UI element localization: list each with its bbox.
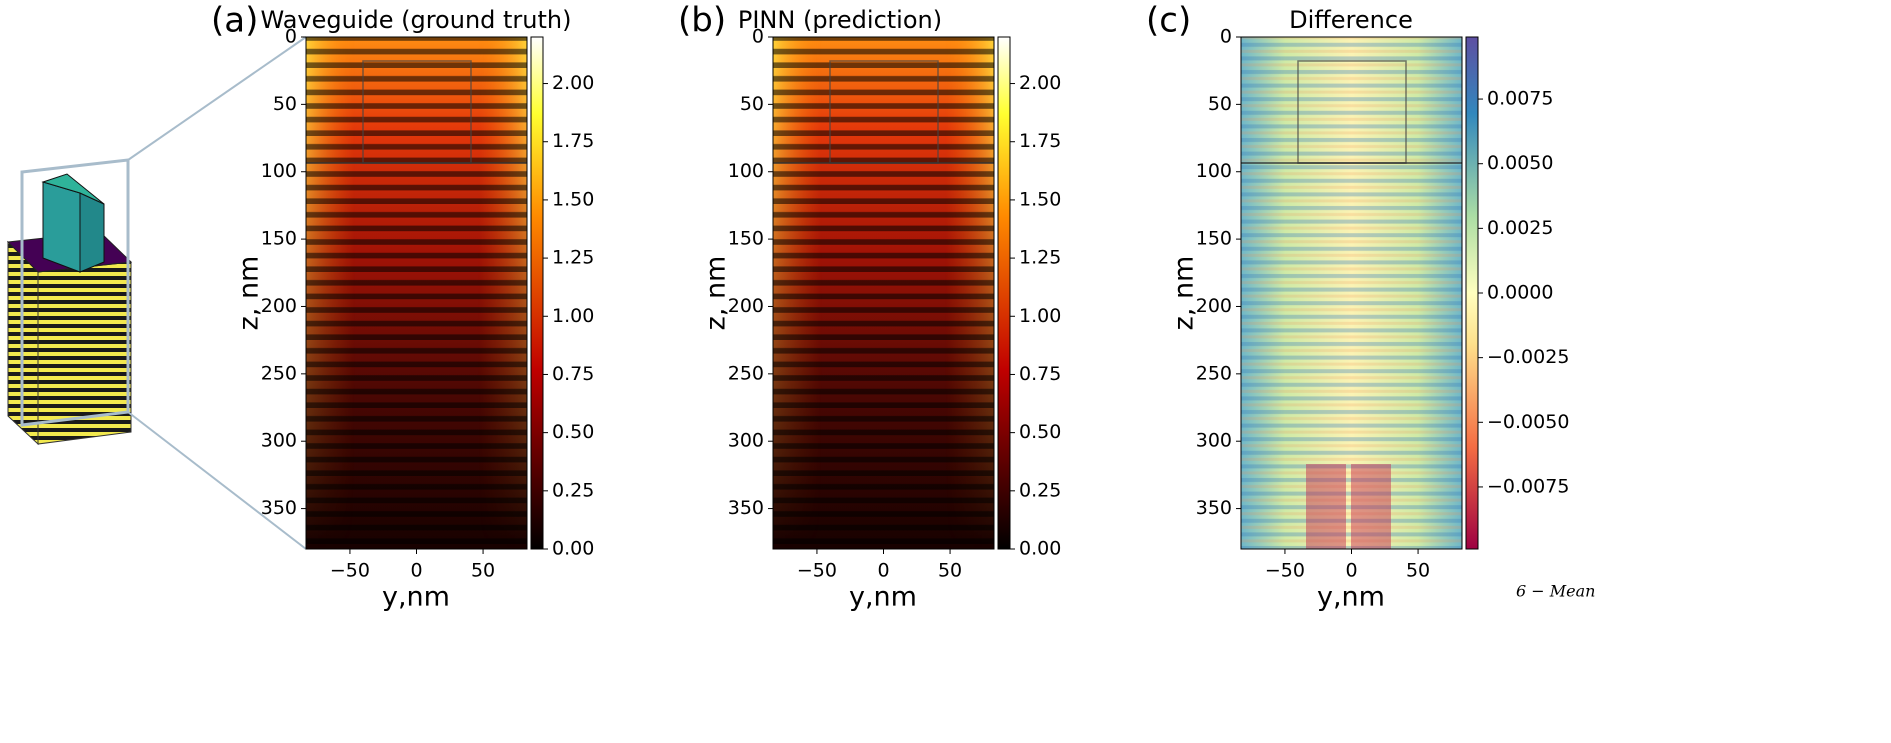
heatmap	[1240, 36, 1463, 550]
x-tick-label: 50	[938, 560, 962, 582]
annotation: 6 − Mean	[1516, 582, 1595, 601]
y-axis-label: z, nm	[1169, 256, 1200, 331]
hot-spot	[1306, 464, 1346, 549]
colorbar	[997, 36, 1011, 550]
colorbar-tick-label: −0.0050	[1487, 411, 1569, 433]
y-tick-label: 200	[261, 295, 297, 317]
panel-label: (b)	[678, 1, 726, 41]
x-axis-label: y,nm	[849, 582, 917, 613]
y-tick-label: 150	[728, 228, 764, 250]
y-tick-label: 150	[1196, 228, 1232, 250]
colorbar-tick-label: 1.50	[552, 188, 594, 210]
y-tick-label: 200	[728, 295, 764, 317]
y-axis-label: z, nm	[234, 256, 265, 331]
fringes	[306, 37, 527, 549]
colorbar-tick-label: 2.00	[1019, 72, 1061, 94]
colorbar-tick-label: 0.75	[1019, 363, 1061, 385]
y-tick-label: 350	[728, 497, 764, 519]
x-tick-label: 50	[471, 560, 495, 582]
colorbar-tick-label: −0.0075	[1487, 475, 1569, 497]
block-side	[42, 181, 81, 273]
y-tick-label: 300	[728, 430, 764, 452]
y-axis-label: z, nm	[701, 256, 732, 331]
colorbar-tick-label: 2.00	[552, 72, 594, 94]
colorbar	[1465, 36, 1479, 550]
y-tick-label: 250	[728, 362, 764, 384]
y-tick-label: 0	[285, 26, 297, 48]
y-tick-label: 300	[1196, 430, 1232, 452]
hot-spot	[1351, 464, 1391, 549]
colorbar-tick-label: 0.0000	[1487, 282, 1553, 304]
chart-title: Waveguide (ground truth)	[261, 6, 572, 34]
colorbar-tick-label: 0.00	[1019, 538, 1061, 560]
y-tick-label: 250	[261, 362, 297, 384]
colorbar-tick-label: 1.25	[552, 247, 594, 269]
y-tick-label: 50	[273, 93, 297, 115]
y-tick-label: 100	[1196, 160, 1232, 182]
colorbar-tick-label: 0.25	[1019, 479, 1061, 501]
colorbar-tick-label: 0.0075	[1487, 88, 1553, 110]
y-tick-label: 0	[1220, 26, 1232, 48]
panel-label: (c)	[1146, 1, 1191, 41]
y-tick-label: 200	[1196, 295, 1232, 317]
colorbar-tick-label: 1.75	[1019, 130, 1061, 152]
chart-title: Difference	[1289, 6, 1413, 34]
y-tick-label: 50	[1208, 93, 1232, 115]
colorbar-tick-label: 0.50	[1019, 421, 1061, 443]
y-tick-label: 100	[728, 160, 764, 182]
colorbar-tick-label: 0.0050	[1487, 152, 1553, 174]
y-tick-label: 350	[1196, 497, 1232, 519]
heatmap	[305, 36, 528, 550]
colorbar-tick-label: 1.00	[1019, 305, 1061, 327]
colorbar-tick-label: −0.0025	[1487, 346, 1569, 368]
y-tick-label: 300	[261, 430, 297, 452]
x-tick-label: −50	[1265, 560, 1305, 582]
block-top	[41, 173, 105, 205]
colorbar	[530, 36, 544, 550]
y-tick-label: 0	[752, 26, 764, 48]
colorbar-tick-label: 1.25	[1019, 247, 1061, 269]
colorbar-tick-label: 0.25	[552, 479, 594, 501]
x-tick-label: −50	[330, 560, 370, 582]
x-tick-label: 0	[410, 560, 422, 582]
y-tick-label: 100	[261, 160, 297, 182]
block-front	[79, 192, 105, 273]
projection-line	[127, 36, 307, 161]
heatmap	[772, 36, 995, 550]
x-tick-label: 50	[1406, 560, 1430, 582]
fringes	[773, 37, 994, 549]
x-tick-label: −50	[797, 560, 837, 582]
x-axis-label: y,nm	[382, 582, 450, 613]
x-axis-label: y,nm	[1317, 582, 1385, 613]
chart-title: PINN (prediction)	[738, 6, 942, 34]
y-tick-label: 350	[261, 497, 297, 519]
colorbar-tick-label: 1.00	[552, 305, 594, 327]
y-tick-label: 150	[261, 228, 297, 250]
projection-line	[127, 411, 307, 550]
schematic	[6, 36, 307, 550]
y-tick-label: 250	[1196, 362, 1232, 384]
fringes	[1241, 37, 1462, 549]
colorbar-tick-label: 0.0025	[1487, 217, 1553, 239]
y-tick-label: 50	[740, 93, 764, 115]
colorbar-tick-label: 0.75	[552, 363, 594, 385]
colorbar-tick-label: 0.50	[552, 421, 594, 443]
colorbar-tick-label: 1.50	[1019, 188, 1061, 210]
panel-label: (a)	[211, 1, 258, 41]
x-tick-label: 0	[1345, 560, 1357, 582]
colorbar-tick-label: 1.75	[552, 130, 594, 152]
x-tick-label: 0	[877, 560, 889, 582]
colorbar-tick-label: 0.00	[552, 538, 594, 560]
